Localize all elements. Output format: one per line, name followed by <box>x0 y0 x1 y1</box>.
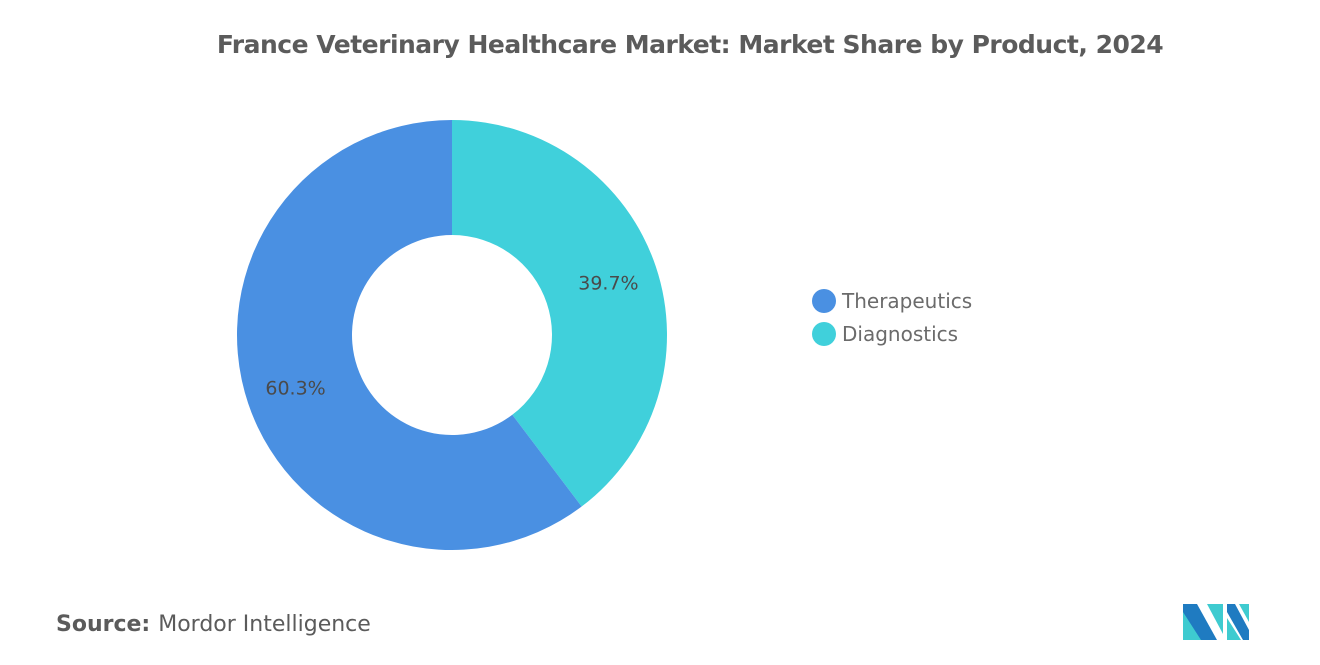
source: Source: Mordor Intelligence <box>56 612 371 637</box>
slice-therapeutics[interactable] <box>237 120 582 551</box>
slice-diagnostics[interactable] <box>452 120 668 507</box>
legend-item-therapeutics[interactable]: Therapeutics <box>812 284 972 317</box>
source-label: Source: <box>56 612 151 637</box>
data-label: 60.3% <box>265 377 325 399</box>
legend-label: Therapeutics <box>842 288 973 313</box>
mordor-logo <box>1183 604 1249 640</box>
legend-swatch <box>812 288 836 313</box>
legend-item-diagnostics[interactable]: Diagnostics <box>812 317 972 350</box>
chart-title: France Veterinary Healthcare Market: Mar… <box>216 30 1164 59</box>
legend: Therapeutics Diagnostics <box>812 284 972 350</box>
data-label: 39.7% <box>578 273 638 295</box>
legend-swatch <box>812 321 836 346</box>
source-value: Mordor Intelligence <box>158 612 371 637</box>
legend-label: Diagnostics <box>842 321 959 346</box>
